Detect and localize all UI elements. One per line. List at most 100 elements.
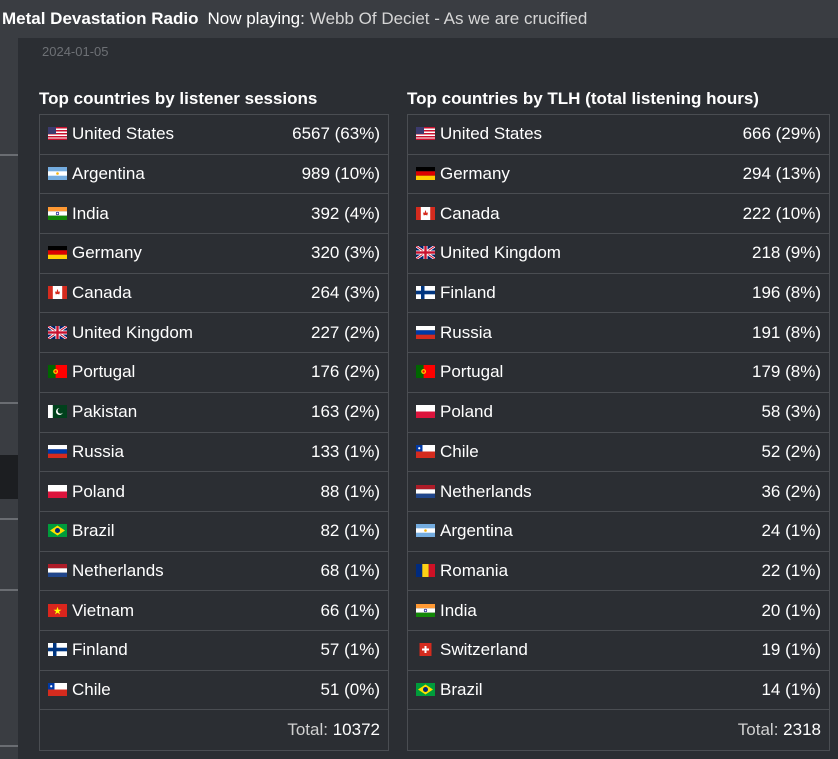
country-name: United Kingdom: [440, 243, 561, 263]
table-row: Russia 133 (1%): [39, 431, 389, 472]
country-cell: Brazil: [39, 510, 252, 552]
value-cell: 51 (0%): [251, 669, 389, 710]
de-flag-icon: [416, 165, 435, 181]
total-cell: Total: 10372: [39, 709, 389, 751]
table-row: Brazil 82 (1%): [39, 510, 389, 552]
country-cell: Finland: [407, 272, 674, 313]
table-row: Chile 51 (0%): [39, 669, 389, 710]
country-cell: Germany: [39, 233, 252, 274]
value-cell: 227 (2%): [251, 312, 389, 353]
table-row: Poland 88 (1%): [39, 471, 389, 512]
table-row: Poland 58 (3%): [407, 391, 830, 432]
value-cell: 88 (1%): [251, 471, 389, 512]
pl-flag-icon: [48, 483, 67, 498]
value-cell: 57 (1%): [251, 629, 389, 671]
total-row: Total: 10372: [39, 709, 389, 751]
now-playing-label: Now playing:: [207, 9, 305, 28]
country-cell: Portugal: [39, 352, 252, 393]
country-name: Russia: [440, 322, 492, 342]
country-name: Poland: [440, 402, 493, 422]
table-row: Canada 264 (3%): [39, 272, 389, 313]
value-cell: 196 (8%): [673, 272, 830, 313]
table-row: Finland 57 (1%): [39, 629, 389, 671]
station-name[interactable]: Metal Devastation Radio: [2, 9, 199, 28]
value-cell: 22 (1%): [673, 550, 830, 591]
country-name: Netherlands: [440, 481, 532, 501]
table-row: United Kingdom 218 (9%): [407, 233, 830, 274]
country-cell: Netherlands: [39, 550, 252, 591]
country-name: Finland: [440, 283, 496, 303]
country-name: Portugal: [72, 362, 136, 382]
fi-flag-icon: [48, 641, 67, 657]
table-row: India 392 (4%): [39, 193, 389, 234]
ar-flag-icon: [48, 165, 67, 181]
ca-flag-icon: [416, 205, 435, 220]
table-row: Netherlands 68 (1%): [39, 550, 389, 591]
nl-flag-icon: [416, 483, 435, 498]
table-row: Netherlands 36 (2%): [407, 471, 830, 512]
value-cell: 24 (1%): [673, 510, 830, 552]
table-row: Germany 294 (13%): [407, 153, 830, 194]
country-name: Portugal: [440, 362, 504, 382]
country-name: Argentina: [72, 164, 145, 184]
us-flag-icon: [416, 125, 435, 141]
value-cell: 36 (2%): [673, 471, 830, 512]
pt-flag-icon: [416, 363, 435, 379]
value-cell: 392 (4%): [251, 193, 389, 234]
country-name: Chile: [72, 679, 111, 699]
country-cell: United States: [408, 115, 674, 155]
country-cell: Netherlands: [407, 471, 674, 512]
value-cell: 179 (8%): [673, 352, 830, 393]
country-name: Germany: [72, 243, 142, 263]
value-cell: 82 (1%): [251, 510, 389, 552]
table-row: Finland 196 (8%): [407, 272, 830, 313]
report-date: 2024-01-05: [42, 44, 109, 59]
country-cell: Canada: [39, 272, 252, 313]
rail-active-item[interactable]: [0, 455, 18, 499]
country-cell: Portugal: [407, 352, 674, 393]
country-cell: United States: [40, 115, 252, 155]
sessions-table: United States 6567 (63%) Argentina 989 (10%…: [39, 114, 389, 752]
left-rail: [0, 38, 18, 759]
value-cell: 20 (1%): [673, 590, 830, 631]
country-cell: India: [39, 193, 252, 234]
country-name: Chile: [440, 441, 479, 461]
main-content: 2024-01-05 Top countries by listener ses…: [18, 38, 838, 759]
country-cell: Chile: [39, 669, 252, 710]
total-label: Total:: [287, 720, 328, 740]
country-name: Romania: [440, 560, 509, 580]
country-cell: Switzerland: [407, 629, 674, 671]
value-cell: 163 (2%): [251, 391, 389, 432]
country-name: United States: [72, 124, 175, 144]
fi-flag-icon: [416, 284, 435, 300]
country-cell: Pakistan: [39, 391, 252, 432]
table-row: Pakistan 163 (2%): [39, 391, 389, 432]
rail-divider: [0, 154, 18, 156]
value-cell: 218 (9%): [673, 233, 830, 274]
table-row: United States 6567 (63%): [40, 115, 389, 155]
table-row: United States 666 (29%): [408, 115, 830, 155]
table-row: Brazil 14 (1%): [407, 669, 830, 710]
country-name: United Kingdom: [72, 322, 193, 342]
country-cell: Canada: [407, 193, 674, 234]
total-label: Total:: [737, 720, 779, 740]
value-cell: 222 (10%): [673, 193, 830, 234]
ca-flag-icon: [48, 284, 67, 300]
country-cell: Germany: [407, 153, 674, 194]
country-cell: Brazil: [407, 669, 674, 710]
country-name: Finland: [72, 640, 128, 660]
country-name: Argentina: [440, 521, 513, 541]
value-cell: 66 (1%): [251, 590, 389, 631]
country-cell: Romania: [407, 550, 674, 591]
in-flag-icon: [48, 205, 67, 220]
pl-flag-icon: [416, 403, 435, 419]
value-cell: 176 (2%): [251, 352, 389, 393]
table-row: Russia 191 (8%): [407, 312, 830, 353]
br-flag-icon: [416, 681, 435, 696]
rail-divider: [0, 518, 18, 520]
value-cell: 264 (3%): [251, 272, 389, 313]
vn-flag-icon: [48, 602, 67, 617]
country-name: India: [72, 203, 109, 223]
country-name: Brazil: [440, 679, 483, 699]
value-cell: 6567 (63%): [292, 124, 380, 144]
